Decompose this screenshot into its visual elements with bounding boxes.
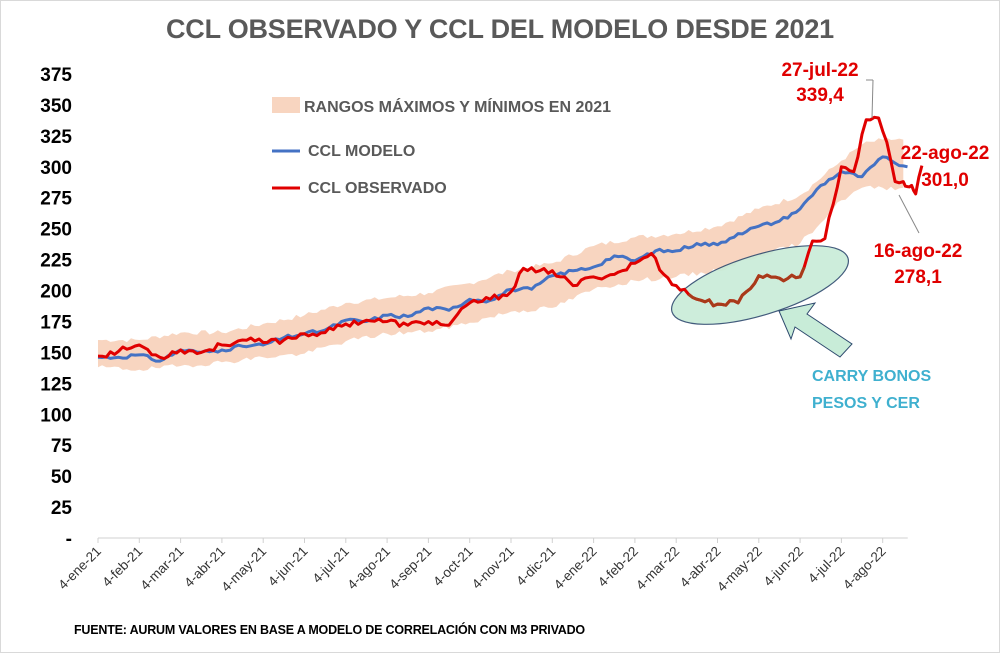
y-tick-label: 325 [40,127,72,148]
chart-title: CCL OBSERVADO Y CCL DEL MODELO DESDE 202… [166,14,834,44]
annotation-value-27-jul: 339,4 [796,85,844,106]
source-note: FUENTE: AURUM VALORES EN BASE A MODELO D… [74,623,585,637]
annotation-value-16-ago: 278,1 [894,267,942,288]
leader-line-16-ago [898,194,920,234]
x-tick-label: 4-ene-21 [55,544,104,593]
y-tick-label: - [66,529,72,550]
y-tick-label: 75 [51,436,73,457]
x-tick-label: 4-mar-21 [137,544,186,593]
annotation-date-27-jul: 27-jul-22 [781,60,858,81]
x-tick-label: 4-jun-22 [761,544,807,590]
annotation-value-22-ago: 301,0 [921,170,969,191]
y-tick-label: 150 [40,343,72,364]
x-tick-label: 4-ene-22 [551,544,600,593]
y-tick-label: 125 [40,374,72,395]
callout-arrow-icon [778,302,853,358]
range-band [98,137,904,371]
x-tick-label: 4-sep-21 [386,544,434,592]
annotation-date-16-ago: 16-ago-22 [874,241,963,262]
y-tick-label: 175 [40,312,72,333]
callout-text-line2: PESOS Y CER [812,395,920,412]
legend-label-modelo: CCL MODELO [308,143,415,160]
legend-label-band: RANGOS MÁXIMOS Y MÍNIMOS EN 2021 [304,97,611,116]
x-tick-label: 4-ago-21 [344,544,393,593]
leader-line-27-jul-vert [871,79,874,119]
x-tick-label: 4-mar-22 [633,544,682,593]
x-tick-label: 4-nov-21 [469,544,517,592]
y-tick-label: 250 [40,220,72,241]
y-tick-label: 200 [40,282,72,303]
legend-swatch-band [272,97,300,113]
legend: RANGOS MÁXIMOS Y MÍNIMOS EN 2021 CCL MOD… [272,97,611,197]
annotation-date-22-ago: 22-ago-22 [901,143,990,164]
callout-text-line1: CARRY BONOS [812,368,931,385]
legend-label-observado: CCL OBSERVADO [308,180,447,197]
y-tick-label: 275 [40,189,72,210]
x-tick-label: 4-may-21 [218,544,269,595]
y-tick-label: 225 [40,251,72,272]
y-tick-label: 375 [40,65,72,86]
y-tick-label: 25 [51,498,73,519]
y-tick-label: 350 [40,96,72,117]
y-tick-label: 50 [51,467,72,488]
y-tick-label: 300 [40,158,72,179]
x-tick-label: 4-may-22 [714,544,765,595]
x-tick-label: 4-ago-22 [840,544,889,593]
x-tick-label: 4-jun-21 [265,544,311,590]
series-line-ccl-observado-carry-segment [687,266,806,308]
y-tick-label: 100 [40,405,72,426]
